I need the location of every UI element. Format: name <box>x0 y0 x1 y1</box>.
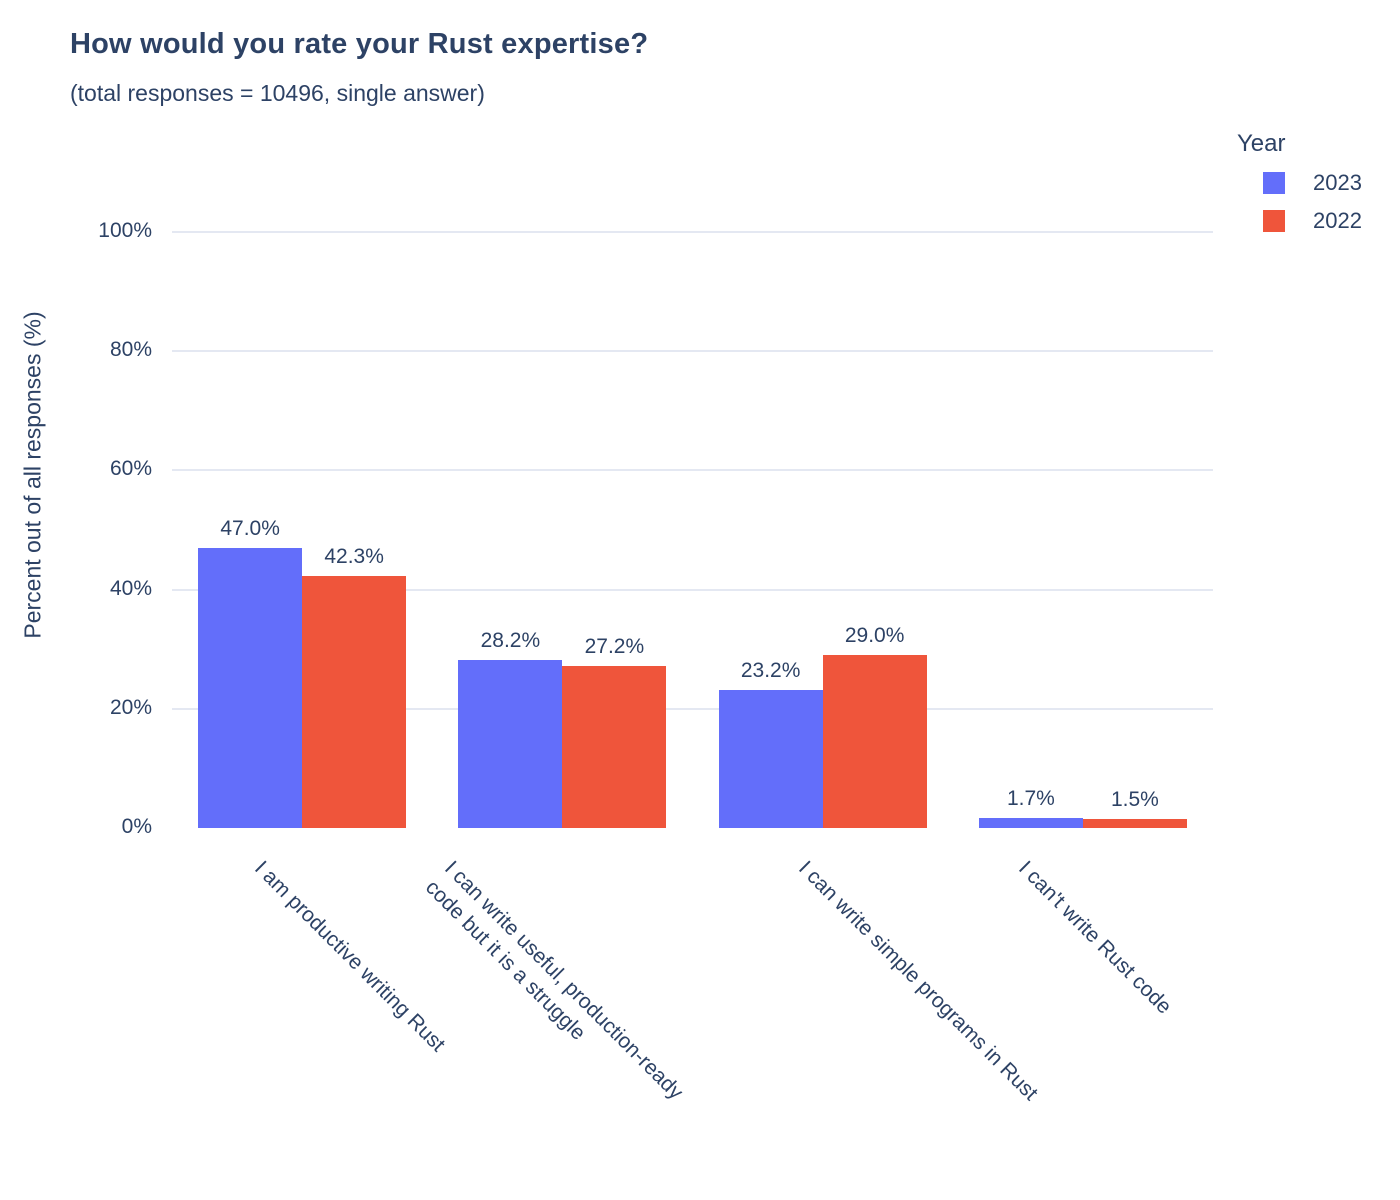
x-tick-label-category2: I can write useful, production-ready cod… <box>421 856 688 1105</box>
bar-value-label-2022-category4: 1.5% <box>1110 788 1159 812</box>
bar-2023-category1 <box>198 547 303 828</box>
legend: Year 2023 2022 <box>1225 130 1395 244</box>
legend-swatch-2023 <box>1263 172 1285 194</box>
legend-items: 2023 2022 <box>1225 168 1395 236</box>
legend-swatch-2022 <box>1263 210 1285 232</box>
legend-label-2023: 2023 <box>1313 170 1362 195</box>
bar-value-label-2022-category2: 27.2% <box>584 634 645 658</box>
y-tick-label-60%: 60% <box>109 457 152 481</box>
y-tick-label-20%: 20% <box>109 695 152 719</box>
page-subtitle: (total responses = 10496, single answer) <box>70 80 485 106</box>
bar-value-label-2022-category1: 42.3% <box>324 544 384 568</box>
y-tick-label-0%: 0% <box>121 815 152 838</box>
legend-item-2022[interactable]: 2022 <box>1225 206 1395 236</box>
bar-value-label-2023-category1: 47.0% <box>220 516 280 540</box>
bar-2023-category2 <box>458 659 563 828</box>
legend-title: Year <box>1237 130 1286 157</box>
bar-value-label-2023-category3: 23.2% <box>740 658 801 682</box>
gridline-100% <box>172 231 1213 233</box>
x-tick-label-category3: I can write simple programs in Rust <box>794 856 1043 1105</box>
legend-item-2023[interactable]: 2023 <box>1225 168 1395 198</box>
bar-2022-category1 <box>302 575 407 828</box>
plot-area: 47.0% 28.2% 23.2% 1.7% 42.3% 27.2% 29.0% 1.5% <box>172 231 1213 828</box>
bar-2022-category4 <box>1082 819 1187 828</box>
bar-2022-category2 <box>562 665 667 828</box>
x-tick-label-category4: I can't write Rust code <box>1014 856 1176 1019</box>
bar-value-label-2022-category3: 29.0% <box>844 624 905 648</box>
gridline-40% <box>172 588 1213 591</box>
y-tick-label-40%: 40% <box>109 576 152 600</box>
y-tick-label-100%: 100% <box>98 219 152 242</box>
y-tick-label-80%: 80% <box>109 338 152 362</box>
bar-value-label-2023-category4: 1.7% <box>1006 786 1055 810</box>
bar-2023-category3 <box>718 689 823 828</box>
page-title: How would you rate your Rust expertise? <box>70 28 649 60</box>
gridline-80% <box>172 350 1213 353</box>
y-axis-title: Percent out of all responses (%) <box>19 311 46 639</box>
gridline-60% <box>172 469 1213 472</box>
legend-label-2022: 2022 <box>1313 208 1362 233</box>
bar-2022-category3 <box>822 655 927 828</box>
x-tick-label-category1: I am productive writing Rust <box>250 856 450 1057</box>
bar-value-label-2023-category2: 28.2% <box>480 628 541 652</box>
gridline-20% <box>172 707 1213 710</box>
bar-2023-category4 <box>978 817 1083 828</box>
